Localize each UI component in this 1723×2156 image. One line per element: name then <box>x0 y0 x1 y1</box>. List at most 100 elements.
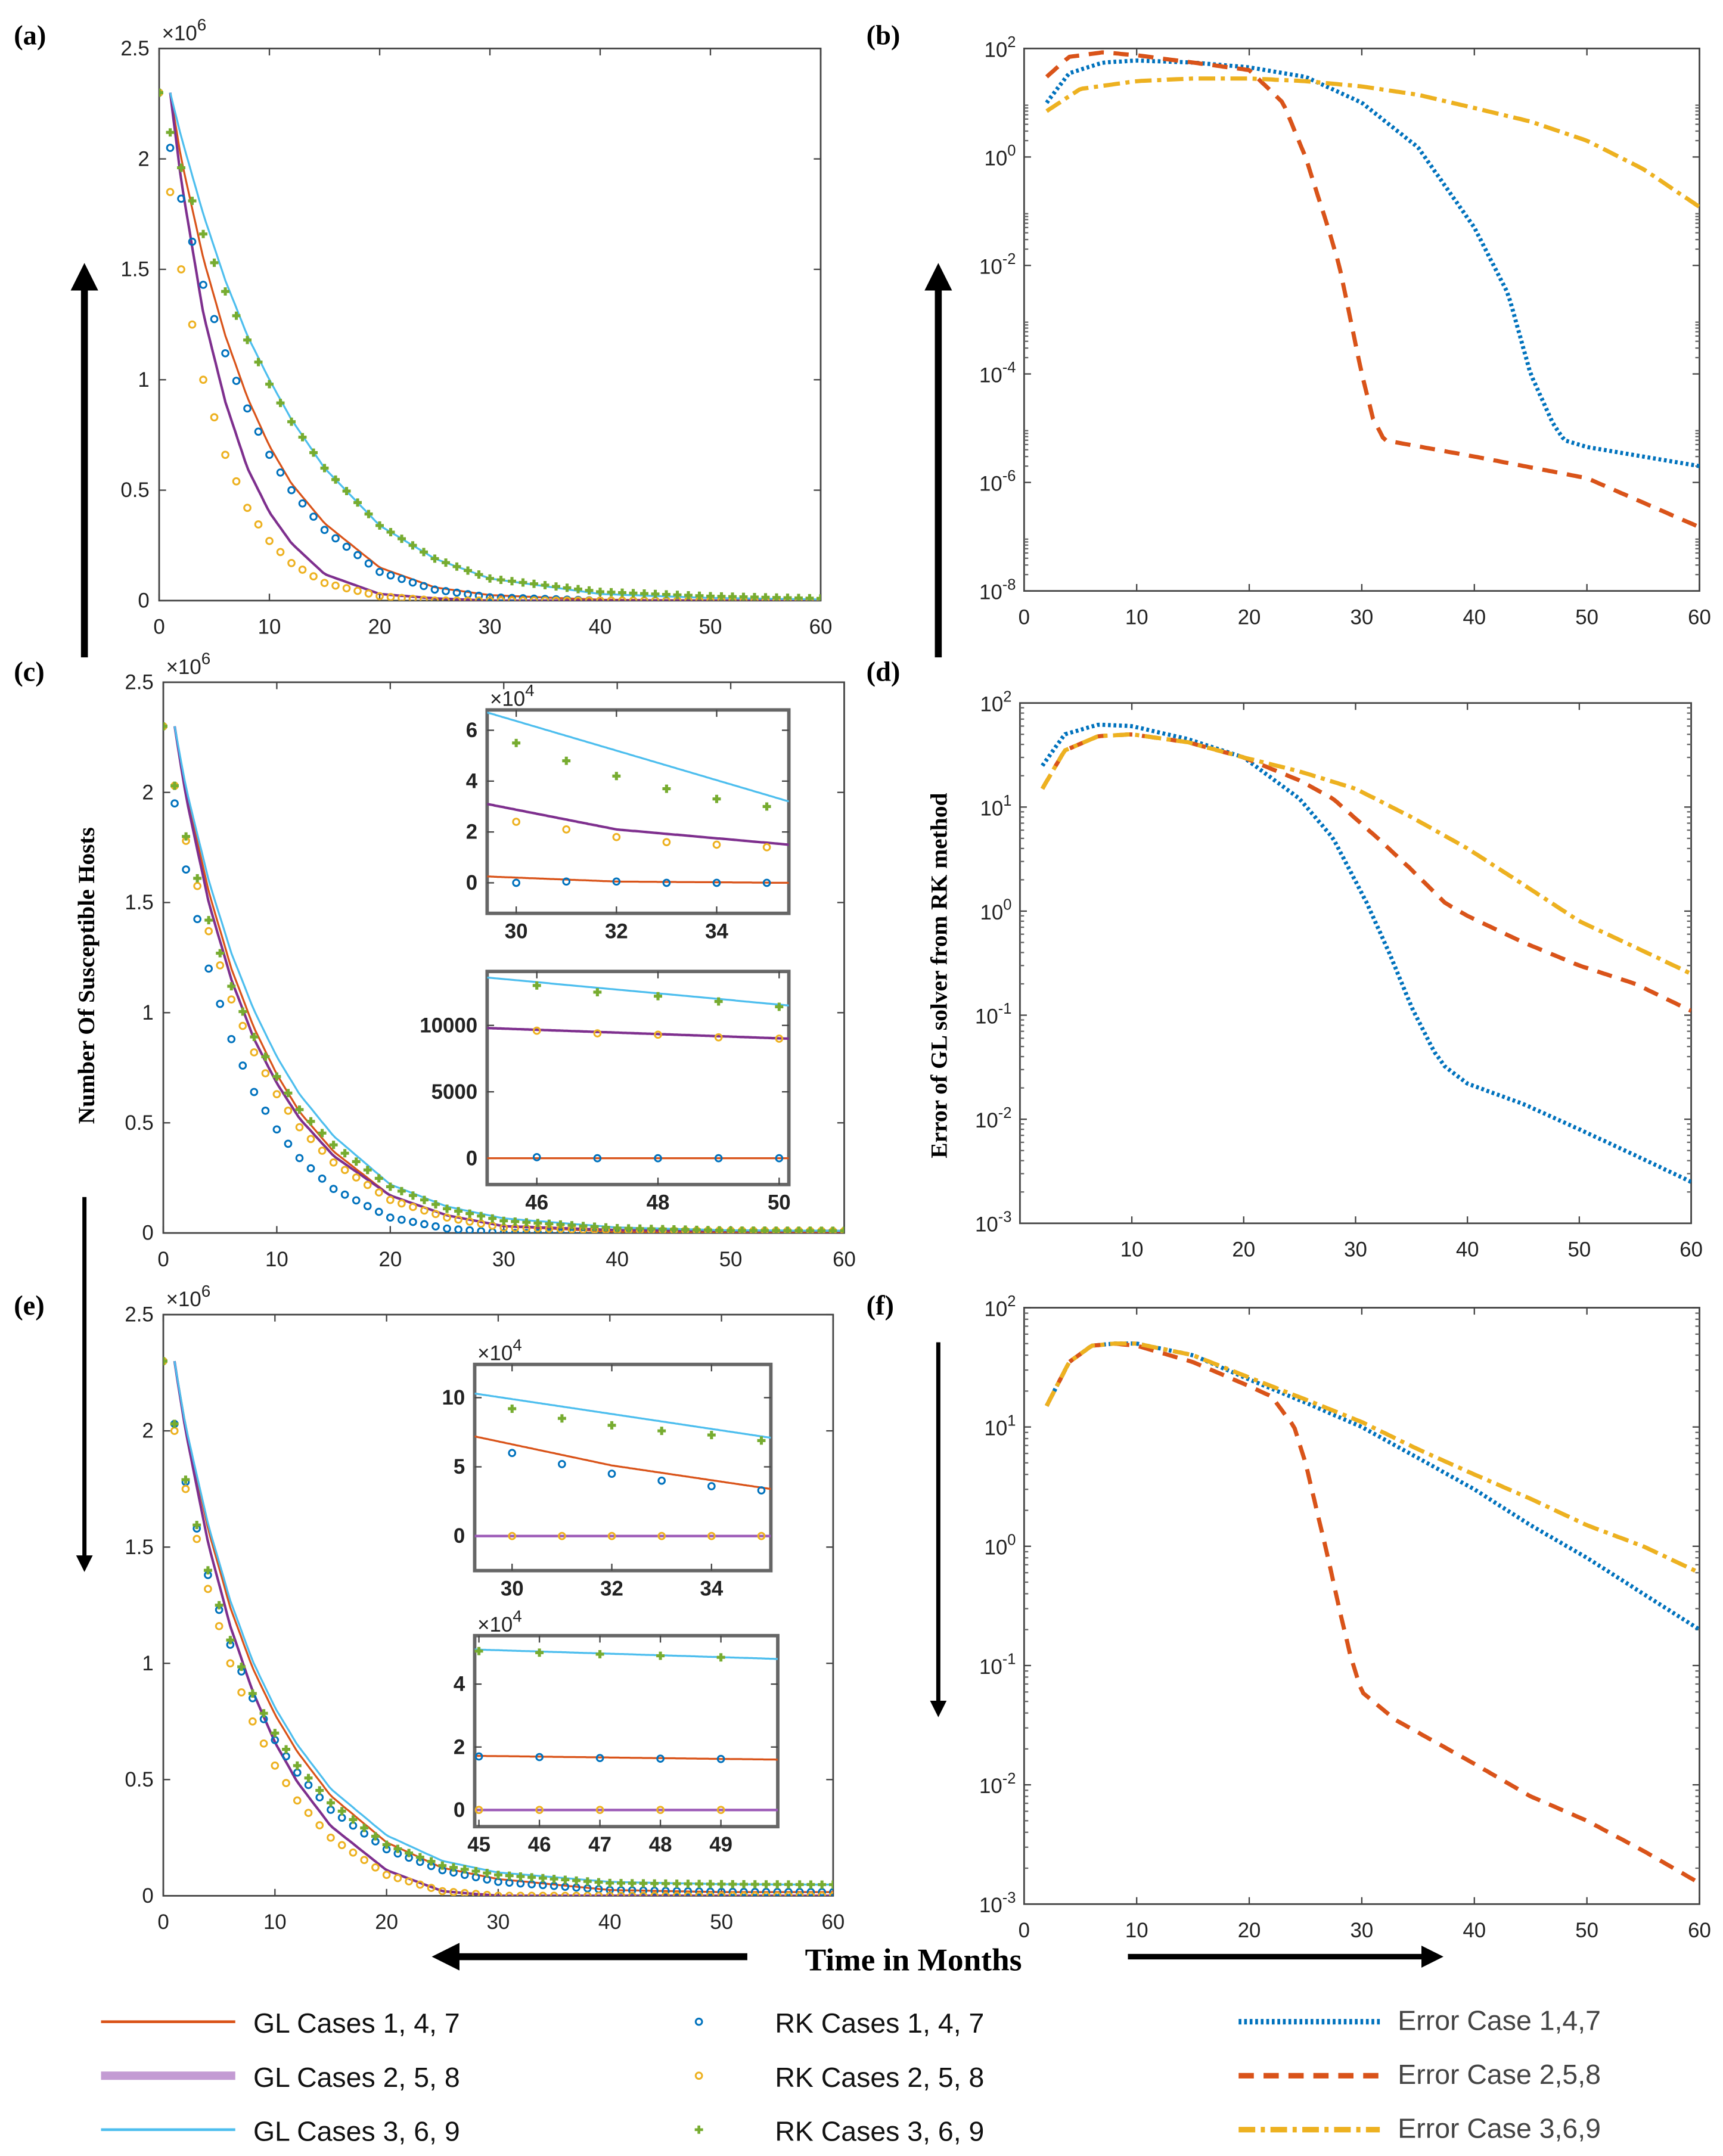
rk-marker-plus <box>254 358 263 366</box>
rk-marker-circle <box>471 1890 480 1896</box>
rk-marker-plus <box>511 1217 520 1226</box>
rk-marker-plus <box>397 1186 406 1195</box>
series-line <box>474 1754 778 1761</box>
rk-marker-plus <box>320 464 329 473</box>
rk-marker-circle <box>750 1891 759 1896</box>
legend-item: GL Cases 1, 4, 7 <box>101 2008 460 2039</box>
rk-marker-circle <box>762 843 771 852</box>
rk-marker-circle <box>431 1210 440 1219</box>
x-tick-label: 40 <box>598 1910 622 1934</box>
rk-marker-circle <box>249 1717 257 1726</box>
legend-label: Error Case 3,6,9 <box>1398 2113 1601 2144</box>
rk-marker-plus <box>806 1880 815 1889</box>
rk-marker-plus <box>607 588 616 597</box>
series-error-case-2-5-8 <box>1045 50 1700 529</box>
rk-marker-plus <box>617 1879 625 1888</box>
rk-marker-circle <box>409 1203 417 1211</box>
y-tick-label: 2.5 <box>120 37 149 60</box>
y-tick-label: 5 <box>454 1455 465 1478</box>
rk-marker-circle <box>295 1154 304 1163</box>
rk-marker-circle <box>232 477 241 486</box>
rk-marker-plus <box>232 311 241 320</box>
rk-marker-plus <box>658 1225 667 1234</box>
rk-marker-plus <box>488 1214 497 1223</box>
rk-marker-plus <box>714 997 723 1006</box>
inset-e1: 30 32 34 0 5 10 ×104 <box>442 1335 773 1600</box>
rk-marker-circle <box>329 1185 338 1193</box>
y-tick-label: 10-2 <box>975 1105 1011 1132</box>
series-marker <box>474 1806 725 1815</box>
rk-marker-circle <box>662 838 671 847</box>
series-marker <box>474 1752 725 1763</box>
rk-marker-circle <box>221 349 229 358</box>
rk-marker-circle <box>784 1891 793 1896</box>
rk-marker-circle <box>550 1891 558 1896</box>
rk-marker-plus <box>695 591 704 600</box>
rk-marker-circle <box>740 1887 748 1896</box>
y-tick-label: 10-2 <box>979 1770 1016 1798</box>
rk-marker-circle <box>607 1531 616 1540</box>
rk-marker-plus <box>216 949 225 958</box>
rk-marker-circle <box>695 1891 703 1896</box>
rk-marker-circle <box>166 188 175 197</box>
rk-marker-circle <box>204 1585 212 1593</box>
rk-marker-circle <box>282 1779 290 1788</box>
inset-c2: 46 48 50 0 5000 10000 <box>420 970 791 1214</box>
y-tick-label: 2.5 <box>125 670 153 694</box>
rk-marker-circle <box>188 237 197 246</box>
rk-marker-plus <box>661 1879 670 1888</box>
rk-marker-circle <box>527 1891 536 1896</box>
rk-marker-circle <box>712 840 721 849</box>
series-rk-cases-3-6-9 <box>163 722 845 1234</box>
rk-marker-circle <box>405 1877 413 1886</box>
rk-marker-plus <box>728 592 737 601</box>
rk-marker-circle <box>460 1888 469 1896</box>
rk-marker-plus <box>656 1651 665 1660</box>
rk-marker-circle <box>533 1229 542 1234</box>
x-tick-label: 48 <box>649 1833 672 1856</box>
rk-marker-circle <box>706 1887 715 1896</box>
rk-marker-circle <box>287 559 296 567</box>
rk-marker-plus <box>405 1849 414 1857</box>
series-group <box>159 88 821 601</box>
x-tick-label: 50 <box>699 616 722 639</box>
rk-marker-plus <box>739 592 748 601</box>
y-tick-label: 2 <box>142 1419 153 1443</box>
series-line <box>487 875 789 884</box>
y-tick-label: 0.5 <box>125 1111 153 1135</box>
rk-marker-plus <box>530 579 538 588</box>
rk-marker-circle <box>320 579 329 588</box>
rk-marker-plus <box>749 1226 758 1234</box>
series-group <box>474 1392 771 1540</box>
rk-marker-plus <box>420 1195 429 1204</box>
rk-marker-circle <box>259 1739 268 1748</box>
rk-marker-circle <box>352 1196 361 1205</box>
x-tick-label: 60 <box>1688 605 1711 629</box>
rk-marker-plus <box>662 590 670 599</box>
rk-marker-plus <box>612 772 621 781</box>
legend-label: RK Cases 1, 4, 7 <box>775 2008 984 2039</box>
rk-marker-circle <box>556 1229 565 1234</box>
rk-marker-circle <box>717 1887 726 1896</box>
panel-label: (b) <box>867 20 901 51</box>
rk-marker-circle <box>309 512 318 521</box>
x-tick-label: 0 <box>157 1910 169 1934</box>
rk-marker-plus <box>438 1861 447 1870</box>
rk-marker-plus <box>408 1191 417 1200</box>
rk-marker-circle <box>331 534 340 543</box>
rk-marker-circle <box>511 1229 520 1234</box>
x-tick-label: 30 <box>479 616 502 639</box>
x-tick-label: 30 <box>492 1248 516 1271</box>
legend-label: GL Cases 1, 4, 7 <box>253 2008 460 2039</box>
rk-marker-plus <box>295 1105 304 1114</box>
rk-marker-plus <box>707 1431 716 1440</box>
y-tick-label: 102 <box>980 688 1011 716</box>
rk-marker-circle <box>295 1123 304 1132</box>
rk-marker-circle <box>315 1821 324 1829</box>
rk-marker-circle <box>607 1470 616 1478</box>
x-tick-label: 60 <box>822 1910 845 1934</box>
rk-marker-circle <box>545 1229 554 1234</box>
rk-marker-plus <box>415 1853 424 1862</box>
